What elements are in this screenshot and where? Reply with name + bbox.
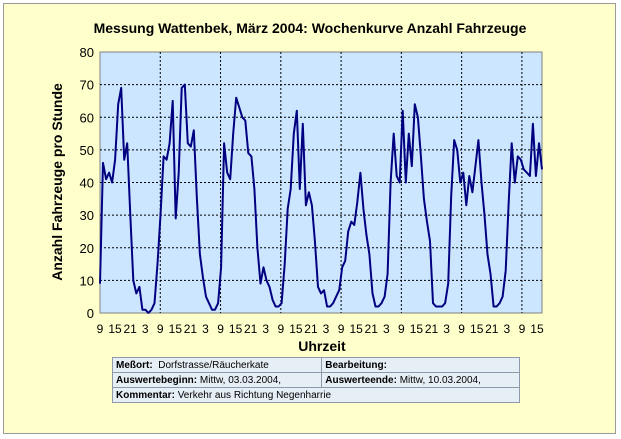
x-tick-label: 21 [123,322,137,336]
y-tick-label: 30 [80,208,94,223]
x-tick-label: 9 [338,322,345,336]
kommentar-label: Kommentar: [116,389,175,401]
x-tick-label: 3 [383,322,390,336]
ende-value: Mittw, 10.03.2004, [399,374,481,386]
y-tick-label: 60 [80,110,94,125]
x-tick-label: 21 [244,322,258,336]
kommentar-value: Verkehr aus Richtung Negenharrie [177,389,332,401]
messort-label: Meßort: [116,359,153,371]
y-tick-label: 70 [80,78,94,93]
info-row-3: Kommentar: Verkehr aus Richtung Negenhar… [112,387,520,403]
kommentar-cell: Kommentar: Verkehr aus Richtung Negenhar… [112,387,520,403]
y-axis-ticks: 0 10 20 30 40 50 60 70 80 [80,45,94,321]
x-tick-label: 3 [443,322,450,336]
x-axis-label: Uhrzeit [298,338,346,354]
x-tick-label: 3 [262,322,269,336]
beginn-cell: Auswertebeginn: Mittw, 03.03.2004, [111,372,323,388]
x-tick-label: 15 [229,322,243,336]
info-table: Meßort: Dorfstrasse/Räucherkate Bearbeit… [111,357,520,403]
grid-lines [100,52,542,313]
x-tick-label: 15 [470,322,484,336]
info-row-1: Meßort: Dorfstrasse/Räucherkate Bearbeit… [111,357,520,373]
beginn-label: Auswertebeginn: [116,374,198,386]
x-tick-label: 9 [217,322,224,336]
x-tick-label: 3 [323,322,330,336]
series-line [99,83,543,314]
x-tick-label: 9 [458,322,465,336]
y-tick-label: 50 [80,143,94,158]
x-tick-label: 15 [289,322,303,336]
x-tick-label: 15 [108,322,122,336]
y-tick-label: 20 [80,241,94,256]
messort-value: Dorfstrasse/Räucherkate [158,359,269,371]
x-tick-label: 9 [519,322,526,336]
x-tick-label: 15 [169,322,183,336]
bearbeitung-cell: Bearbeitung: [321,357,520,373]
x-tick-label: 21 [184,322,198,336]
chart-title: Messung Wattenbek, März 2004: Wochenkurv… [94,20,527,36]
x-tick-label: 21 [425,322,439,336]
y-tick-label: 40 [80,176,94,191]
x-tick-label: 21 [485,322,499,336]
x-tick-label: 15 [349,322,363,336]
x-tick-label: 3 [202,322,209,336]
y-tick-label: 80 [80,45,94,60]
bearbeitung-label: Bearbeitung: [325,359,387,371]
x-tick-label: 9 [97,322,104,336]
x-tick-label: 9 [277,322,284,336]
ende-label: Auswerteende: [325,374,397,386]
x-tick-label: 3 [503,322,510,336]
y-tick-label: 0 [87,306,94,321]
x-tick-label: 9 [398,322,405,336]
beginn-value: Mittw, 03.03.2004, [199,374,282,386]
ende-cell: Auswerteende: Mittw, 10.03.2004, [321,372,520,388]
x-tick-label: 15 [410,322,424,336]
x-tick-label: 15 [530,322,544,336]
messort-cell: Meßort: Dorfstrasse/Räucherkate [111,357,323,373]
x-tick-label: 21 [365,322,379,336]
x-tick-label: 21 [304,322,318,336]
info-row-2: Auswertebeginn: Mittw, 03.03.2004, Auswe… [111,372,520,388]
y-tick-label: 10 [80,273,94,288]
x-axis-ticks: 9 15 21 3 9 15 21 3 9 15 21 3 9 15 21 3 9 15 21 3 9 15 21 3 9 15 2… [97,322,544,336]
y-axis-label: Anzahl Fahrzeuge pro Stunde [49,83,65,281]
x-tick-label: 9 [157,322,164,336]
x-tick-label: 3 [142,322,149,336]
